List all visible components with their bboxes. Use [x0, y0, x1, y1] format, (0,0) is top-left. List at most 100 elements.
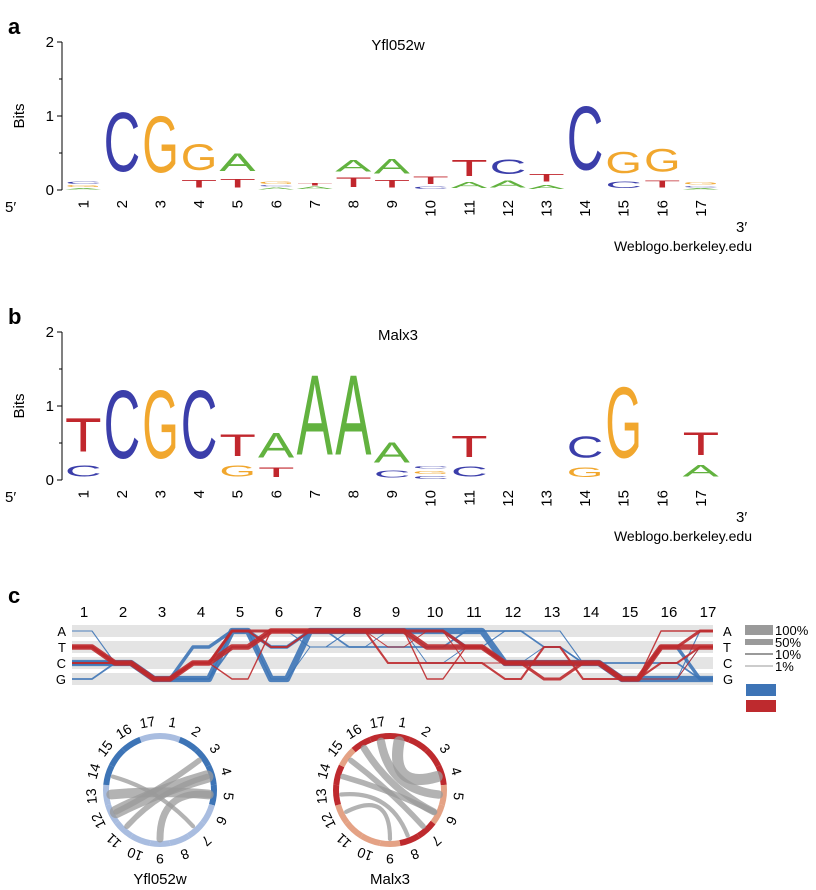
panel-a-logo: aYfl052w012Bits5′3′Weblogo.berkeley.edu1…: [5, 14, 752, 254]
ring-position-label: 4: [218, 765, 236, 777]
row-label-left: A: [57, 624, 66, 639]
y-tick-label: 2: [46, 34, 54, 51]
five-prime-label: 5′: [5, 199, 16, 216]
column-label: 10: [427, 604, 444, 621]
logo-letter-T: T: [219, 428, 256, 463]
ring-segment: [186, 820, 206, 839]
position-label: 1: [75, 200, 92, 208]
column-label: 2: [119, 604, 127, 621]
y-tick-label: 0: [46, 472, 54, 489]
logo-letter-G: G: [219, 463, 256, 480]
ring-segment: [333, 784, 341, 806]
position-label: 10: [423, 200, 440, 217]
column-label: 17: [700, 604, 717, 621]
position-label: 11: [461, 490, 478, 506]
position-label: 2: [114, 200, 131, 208]
position-label: 10: [423, 490, 440, 507]
ring-segment: [333, 764, 345, 786]
panel-b-logo: bMalx3012Bits5′3′Weblogo.berkeley.edu1CT…: [5, 304, 752, 544]
ring-segment: [335, 803, 350, 825]
column-label: 11: [466, 604, 482, 621]
ring-segment: [209, 784, 217, 806]
row-label-left: C: [57, 656, 66, 671]
ring-position-label: 16: [113, 720, 135, 742]
logo-title: Yfl052w: [371, 37, 425, 54]
ring-segment: [159, 733, 181, 743]
y-tick-label: 1: [46, 108, 54, 125]
position-label: 6: [268, 200, 285, 208]
ring-position-label: 3: [436, 740, 454, 756]
logo-letter-T: T: [65, 408, 102, 462]
column-label: 13: [544, 604, 561, 621]
ring-position-label: 10: [355, 844, 376, 865]
ring-segment: [439, 784, 447, 806]
logo-letter-C: C: [104, 95, 141, 189]
legend-width-label: 100%: [775, 623, 809, 638]
ring-segment: [121, 736, 142, 753]
ring-segment: [178, 736, 199, 753]
logo-letter-G: G: [605, 146, 642, 180]
column-label: 14: [583, 604, 600, 621]
ring-position-label: 1: [167, 714, 178, 731]
ring-segment: [359, 833, 381, 847]
position-label: 9: [384, 490, 401, 498]
logo-letter-A: A: [258, 187, 295, 190]
logo-letter-A: A: [683, 188, 720, 190]
y-tick-label: 0: [46, 182, 54, 199]
ring-segment: [149, 840, 171, 847]
logo-letter-T: T: [644, 179, 681, 190]
logo-letter-C: C: [605, 179, 642, 190]
logo-letter-A: A: [297, 186, 334, 190]
position-label: 12: [500, 200, 517, 217]
position-label: 3: [153, 490, 170, 498]
logo-letter-C: C: [258, 185, 295, 187]
chord-link: [376, 737, 443, 799]
position-label: 6: [268, 490, 285, 498]
logo-letter-A: A: [683, 462, 720, 480]
legend-blue-swatch: [746, 684, 776, 696]
ring-segment: [344, 820, 364, 839]
row-label-right: T: [723, 640, 731, 655]
position-label: 17: [693, 200, 710, 217]
legend-width-label: 50%: [775, 635, 801, 650]
chord-title: Malx3: [370, 871, 410, 888]
ring-position-label: 5: [450, 792, 467, 801]
ring-position-label: 13: [313, 788, 330, 805]
row-label-left: T: [58, 640, 66, 655]
sequence-path-blue: [72, 627, 713, 683]
logo-letter-T: T: [181, 178, 218, 190]
logo-letter-G: G: [683, 181, 720, 185]
ring-position-label: 15: [94, 737, 116, 759]
chord-link: [344, 803, 393, 842]
row-label-right: A: [723, 624, 732, 639]
ring-position-label: 7: [428, 832, 445, 849]
column-label: 5: [236, 604, 244, 621]
position-label: 5: [230, 490, 247, 498]
chord-link: [392, 736, 443, 786]
column-label: 12: [505, 604, 522, 621]
legend-red-swatch: [746, 700, 776, 712]
logo-letter-G: G: [181, 137, 218, 178]
ring-position-label: 8: [178, 845, 191, 863]
logo-letter-T: T: [451, 155, 488, 181]
logo-letter-A: A: [297, 351, 333, 479]
y-axis-label: Bits: [11, 103, 28, 128]
logo-letter-A: A: [65, 188, 102, 190]
logo-letter-A: A: [219, 149, 256, 177]
ring-segment: [338, 747, 356, 768]
ring-position-label: 11: [103, 830, 125, 852]
logo-letter-C: C: [65, 462, 102, 480]
logo-letter-C: C: [451, 463, 488, 480]
ring-position-label: 8: [408, 845, 421, 863]
logo-letter-A: A: [335, 351, 371, 479]
position-label: 2: [114, 490, 131, 498]
ring-position-label: 2: [419, 722, 434, 740]
column-label: 15: [622, 604, 639, 621]
logo-letter-C: C: [104, 371, 141, 479]
logo-letter-T: T: [683, 426, 720, 462]
column-label: 9: [392, 604, 400, 621]
logo-letter-G: G: [644, 142, 681, 179]
ring-segment: [103, 764, 115, 786]
position-label: 11: [461, 200, 478, 216]
